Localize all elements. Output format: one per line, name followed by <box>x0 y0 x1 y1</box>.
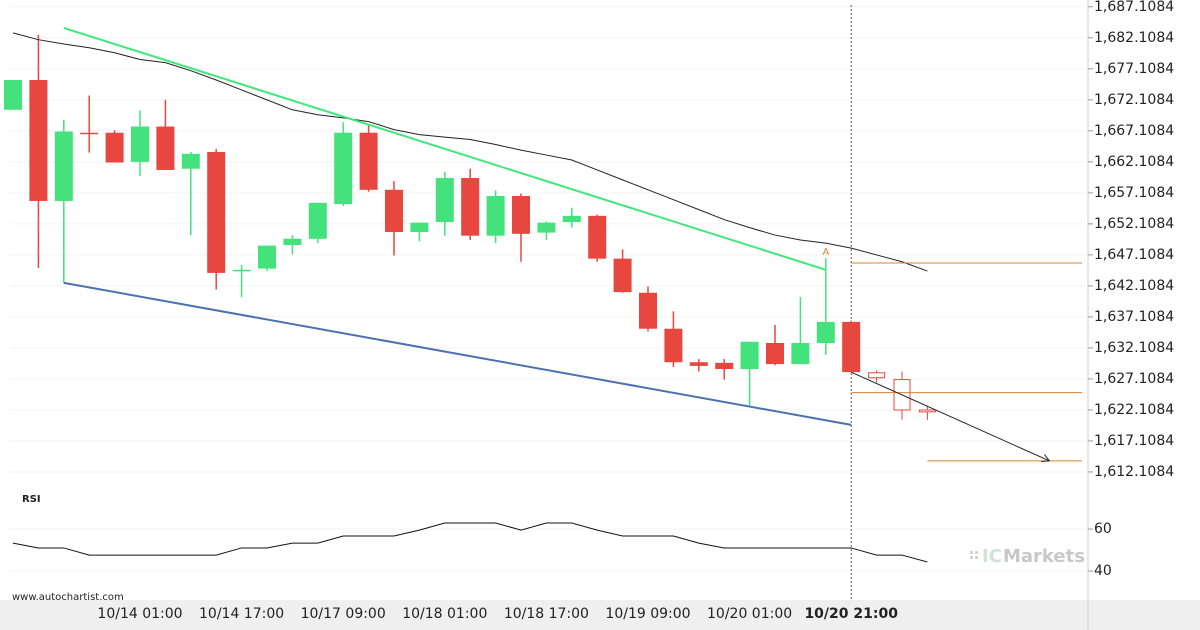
x-tick-label: 10/19 09:00 <box>605 606 690 622</box>
candle-body <box>689 362 708 366</box>
source: www.autochartist.com <box>12 592 124 603</box>
y-tick-label: 1,627.1084 <box>1094 371 1174 387</box>
x-tick-label: 10/14 17:00 <box>199 606 284 622</box>
candle-body <box>308 202 327 239</box>
trendline <box>63 26 827 271</box>
y-tick-label: 60 <box>1094 521 1112 537</box>
x-tick-label: 10/14 01:00 <box>97 606 182 622</box>
candle-body <box>791 343 810 365</box>
logo-dot <box>970 551 973 554</box>
watermark-mark: IC <box>982 546 1002 567</box>
x-tick-label: 10/20 21:00 <box>804 606 898 622</box>
y-tick-label: 1,632.1084 <box>1094 340 1174 356</box>
y-tick-label: 40 <box>1094 563 1112 579</box>
y-tick-label: 1,652.1084 <box>1094 216 1174 232</box>
y-tick-label: 1,667.1084 <box>1094 123 1174 139</box>
watermark-text: Markets <box>1003 546 1085 567</box>
rsi-label: RSI <box>22 494 41 505</box>
candle-body <box>816 321 835 343</box>
projected-body <box>918 409 936 413</box>
x-tick-label: 10/18 17:00 <box>504 606 589 622</box>
y-tick-label: 1,687.1084 <box>1094 0 1174 15</box>
candle-body <box>334 132 353 205</box>
candle-body <box>842 321 861 373</box>
candle-body <box>131 126 149 162</box>
candle-body <box>410 222 429 232</box>
candle-body <box>664 328 683 363</box>
y-tick-label: 1,642.1084 <box>1094 278 1174 294</box>
candle-body <box>486 196 505 236</box>
logo-dot <box>970 556 973 559</box>
y-tick-label: 1,672.1084 <box>1094 92 1174 108</box>
candle-body <box>54 131 73 201</box>
y-tick-label: 1,657.1084 <box>1094 185 1174 201</box>
trendline <box>63 281 852 426</box>
candle-body <box>258 245 276 269</box>
candle-body <box>766 343 784 365</box>
candle-body <box>359 132 378 190</box>
y-tick-label: 1,612.1084 <box>1094 464 1174 480</box>
y-tick-label: 1,677.1084 <box>1094 61 1174 77</box>
candle-body <box>80 132 99 135</box>
projected-body <box>868 372 886 379</box>
candle-body <box>181 153 200 169</box>
candle-body <box>613 258 632 293</box>
candle-body <box>207 151 226 273</box>
x-tick-label: 10/20 01:00 <box>707 606 792 622</box>
forecast-line <box>850 371 1050 462</box>
candle-body <box>537 222 556 233</box>
candle-body <box>4 80 22 110</box>
logo-dot <box>975 556 978 559</box>
candle-body <box>639 292 657 329</box>
y-tick-label: 1,662.1084 <box>1094 154 1174 170</box>
y-tick-label: 1,622.1084 <box>1094 402 1174 418</box>
x-tick-label: 10/17 09:00 <box>301 606 386 622</box>
watermark: IC Markets <box>970 546 1085 567</box>
candle-body <box>588 215 607 259</box>
forecast-arrowhead <box>1041 454 1051 462</box>
candle-body <box>156 126 175 170</box>
candle-body <box>232 269 251 272</box>
candle-body <box>512 196 530 234</box>
y-tick-label: 1,647.1084 <box>1094 247 1174 263</box>
y-tick-label: 1,617.1084 <box>1094 433 1174 449</box>
candle-body <box>29 80 48 201</box>
candle-body <box>740 341 759 370</box>
candle-body <box>562 215 581 223</box>
y-tick-label: 1,637.1084 <box>1094 309 1174 325</box>
y-tick-label: 1,682.1084 <box>1094 30 1174 46</box>
candle-body <box>715 362 734 370</box>
candle-body <box>435 178 454 223</box>
moving-average <box>12 32 928 272</box>
price-axis-band <box>1088 0 1200 600</box>
x-tick-label: 10/18 01:00 <box>402 606 487 622</box>
candle-body <box>283 238 302 245</box>
candle-body <box>105 132 124 163</box>
x-axis-band <box>0 600 1200 630</box>
candle-body <box>461 178 480 236</box>
annotation: A <box>822 247 829 258</box>
logo-dot <box>975 551 978 554</box>
rsi-line <box>12 522 928 563</box>
candle-body <box>385 189 403 232</box>
